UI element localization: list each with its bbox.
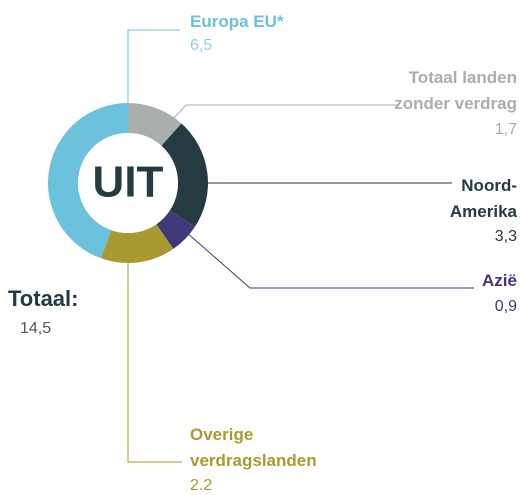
value-label: 1,7 [494, 121, 517, 138]
donut-hole [78, 133, 178, 233]
total-label: Totaal: [8, 286, 79, 311]
callout-line [185, 231, 474, 289]
donut-slice [47, 103, 128, 259]
donut-slice [128, 103, 182, 146]
category-label: Overige verdragslanden [190, 425, 317, 470]
donut-slice [161, 123, 208, 227]
category-label: Azië [482, 271, 517, 290]
category-label: Noord- Amerika [449, 176, 517, 221]
donut-slice [100, 224, 174, 263]
donut-slice [156, 210, 195, 249]
category-label: Totaal landen zonder verdrag [394, 68, 517, 113]
category-label: Europa EU* [190, 12, 284, 31]
value-label: 3,3 [494, 228, 517, 245]
total-value: 14,5 [20, 320, 52, 337]
value-label: 0,9 [494, 298, 517, 315]
callout-line [173, 104, 398, 119]
value-label: 2.2 [190, 477, 213, 494]
center-label: UIT [93, 158, 164, 207]
callout-line [127, 262, 182, 463]
value-label: 6,5 [190, 37, 213, 54]
callout-line [127, 29, 180, 103]
